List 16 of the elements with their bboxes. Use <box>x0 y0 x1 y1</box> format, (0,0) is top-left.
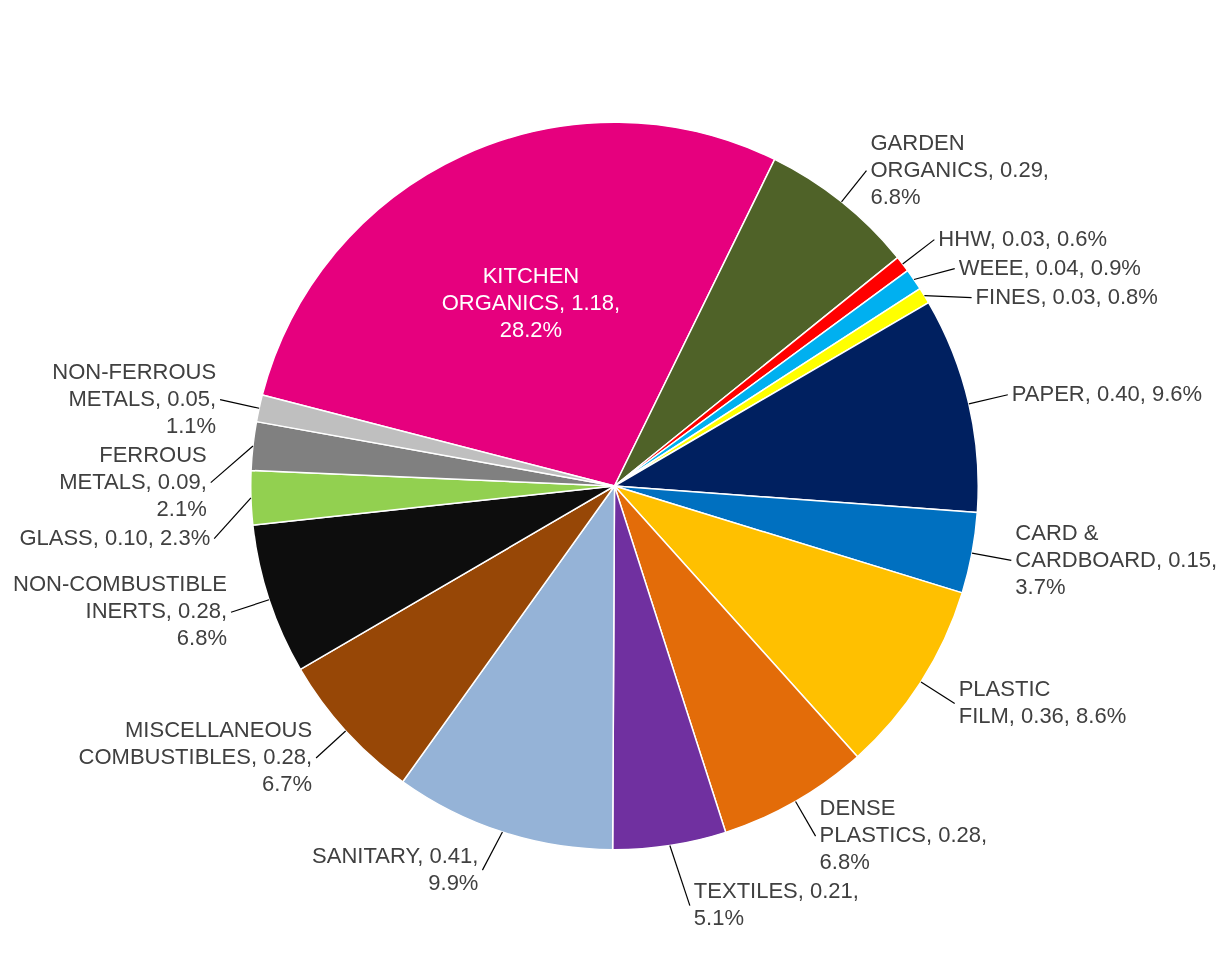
slice-label: TEXTILES, 0.21, 5.1% <box>693 878 859 931</box>
slice-label: HHW, 0.03, 0.6% <box>938 225 1108 251</box>
slice-label: NON-FERROUS METALS, 0.05, 1.1% <box>52 358 217 438</box>
slice-label: KITCHEN ORGANICS, 1.18, 28.2% <box>441 263 621 343</box>
slice-label: MISCELLANEOUS COMBUSTIBLES, 0.28, 6.7% <box>78 717 313 797</box>
slice-label: PLASTIC FILM, 0.36, 8.6% <box>958 676 1127 729</box>
slice-label: SANITARY, 0.41, 9.9% <box>312 842 479 895</box>
slice-label: PAPER, 0.40, 9.6% <box>1011 380 1203 406</box>
slice-label: GARDEN ORGANICS, 0.29, 6.8% <box>870 129 1049 209</box>
slice-label: CARD & CARDBOARD, 0.15, 3.7% <box>1015 519 1218 599</box>
slice-label: FINES, 0.03, 0.8% <box>975 283 1158 309</box>
slice-label: WEEE, 0.04, 0.9% <box>958 254 1141 280</box>
slice-label: DENSE PLASTICS, 0.28, 6.8% <box>819 795 988 875</box>
slice-label: NON-COMBUSTIBLE INERTS, 0.28, 6.8% <box>13 571 228 651</box>
slice-label: FERROUS METALS, 0.09, 2.1% <box>59 441 207 521</box>
slice-label: GLASS, 0.10, 2.3% <box>19 524 211 550</box>
